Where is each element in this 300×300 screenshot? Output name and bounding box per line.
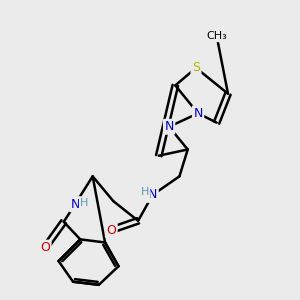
Text: H: H	[80, 198, 88, 208]
Text: O: O	[106, 224, 116, 237]
Text: CH₃: CH₃	[206, 31, 227, 41]
Text: N: N	[194, 107, 203, 120]
Text: S: S	[192, 61, 200, 74]
Text: O: O	[40, 241, 50, 254]
Text: H: H	[141, 187, 149, 197]
Text: N: N	[148, 188, 157, 201]
Text: N: N	[164, 120, 174, 133]
Text: N: N	[70, 198, 80, 211]
